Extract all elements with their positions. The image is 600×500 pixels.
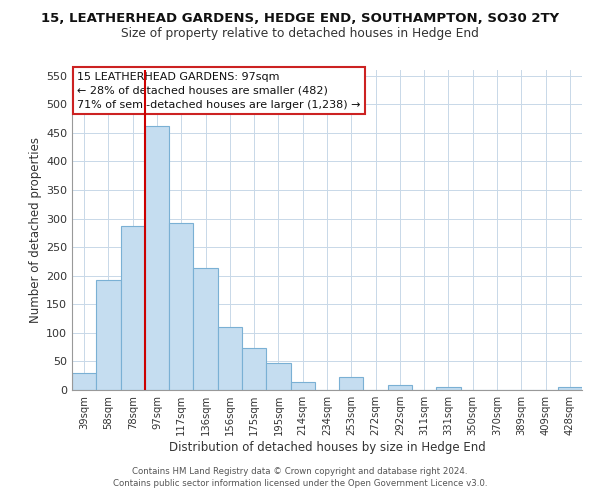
Bar: [388, 386, 412, 390]
Text: Size of property relative to detached houses in Hedge End: Size of property relative to detached ho…: [121, 28, 479, 40]
Text: 15, LEATHERHEAD GARDENS, HEDGE END, SOUTHAMPTON, SO30 2TY: 15, LEATHERHEAD GARDENS, HEDGE END, SOUT…: [41, 12, 559, 26]
Bar: [96, 280, 121, 390]
Bar: [339, 378, 364, 390]
Bar: [242, 348, 266, 390]
Bar: [169, 223, 193, 390]
X-axis label: Distribution of detached houses by size in Hedge End: Distribution of detached houses by size …: [169, 441, 485, 454]
Bar: [558, 387, 582, 390]
Text: 15 LEATHERHEAD GARDENS: 97sqm
← 28% of detached houses are smaller (482)
71% of : 15 LEATHERHEAD GARDENS: 97sqm ← 28% of d…: [77, 72, 361, 110]
Bar: [290, 382, 315, 390]
Bar: [193, 268, 218, 390]
Text: Contains HM Land Registry data © Crown copyright and database right 2024.
Contai: Contains HM Land Registry data © Crown c…: [113, 466, 487, 487]
Bar: [218, 327, 242, 390]
Bar: [436, 387, 461, 390]
Bar: [72, 373, 96, 390]
Bar: [266, 363, 290, 390]
Bar: [145, 126, 169, 390]
Bar: [121, 226, 145, 390]
Y-axis label: Number of detached properties: Number of detached properties: [29, 137, 42, 323]
